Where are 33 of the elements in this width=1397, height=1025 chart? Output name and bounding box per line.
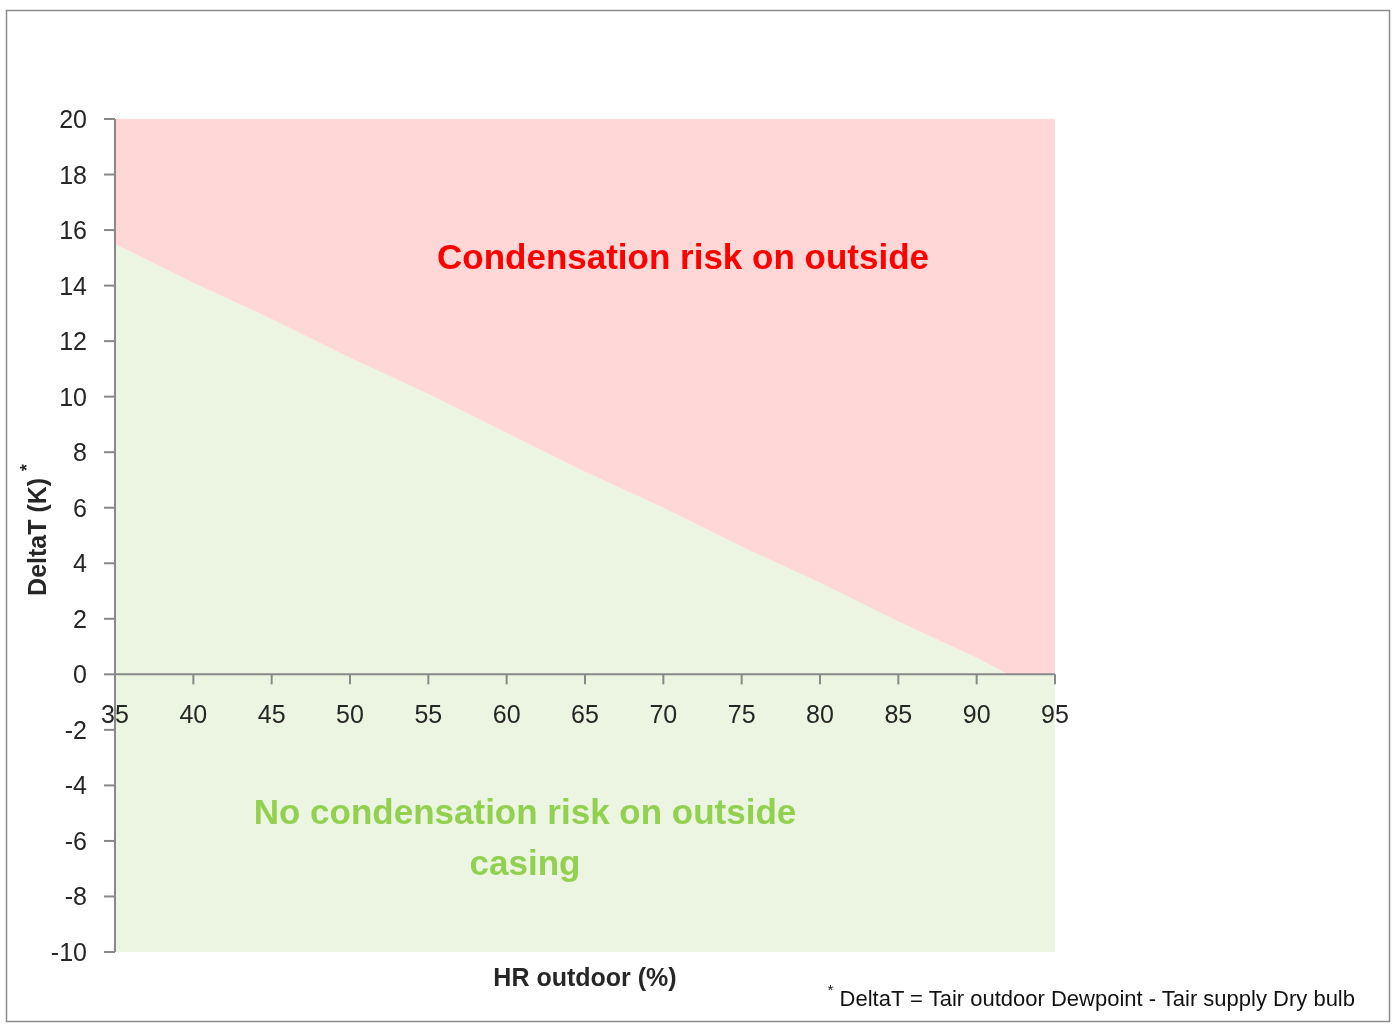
y-tick-label: 2 xyxy=(73,604,87,633)
annotation: No condensation risk on outside casing xyxy=(253,791,797,881)
x-tick-label: 90 xyxy=(962,700,991,729)
y-tick-label: 16 xyxy=(59,216,87,245)
x-tick-label: 85 xyxy=(884,700,913,729)
y-tick-label: 12 xyxy=(59,327,87,356)
y-tick-label: 4 xyxy=(73,549,88,578)
x-tick-label: 35 xyxy=(101,700,129,729)
y-tick-label: -4 xyxy=(64,771,88,800)
x-tick-label: 95 xyxy=(1041,700,1069,729)
y-tick-label: 8 xyxy=(73,438,87,467)
annotation: Condensation risk on outside xyxy=(437,236,929,276)
x-tick-label: 80 xyxy=(806,700,834,729)
y-tick-label: 10 xyxy=(59,382,87,411)
x-tick-label: 75 xyxy=(727,700,756,729)
x-tick-label: 65 xyxy=(571,700,599,729)
x-tick-label: 60 xyxy=(492,700,521,729)
y-tick-label: -2 xyxy=(64,715,87,744)
text: $^{*}$ DeltaT = Tair outdoor Dewpoint - Tair supply Dry bulb xyxy=(827,981,1355,1011)
y-tick-label: 6 xyxy=(73,493,87,522)
x-tick-label: 70 xyxy=(649,700,678,729)
y-tick-label: -10 xyxy=(50,938,87,966)
x-axis-title: HR outdoor (%) xyxy=(493,963,677,991)
y-tick-label: -8 xyxy=(64,882,87,911)
y-tick-label: 0 xyxy=(73,660,87,689)
y-tick-label: 18 xyxy=(59,160,87,189)
y-tick-label: 20 xyxy=(59,105,87,133)
x-tick-label: 50 xyxy=(336,700,364,729)
y-tick-label: 14 xyxy=(59,271,88,300)
x-tick-label: 40 xyxy=(179,700,208,729)
x-tick-label: 45 xyxy=(257,700,286,729)
y-tick-label: -6 xyxy=(64,826,87,855)
x-tick-label: 55 xyxy=(414,700,443,729)
